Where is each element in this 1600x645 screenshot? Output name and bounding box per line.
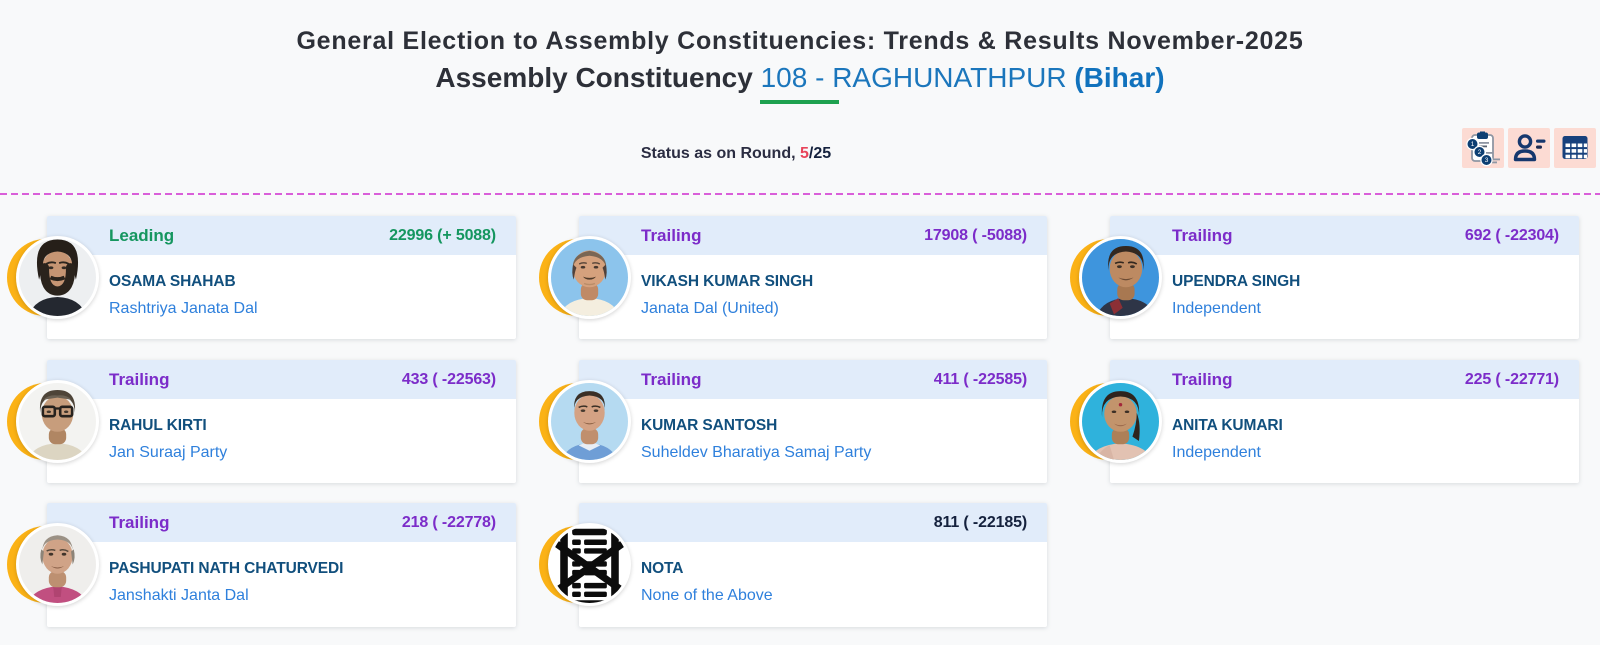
svg-text:1: 1 [1471, 141, 1475, 148]
svg-text:3: 3 [1485, 157, 1489, 164]
svg-text:2: 2 [1478, 149, 1482, 156]
